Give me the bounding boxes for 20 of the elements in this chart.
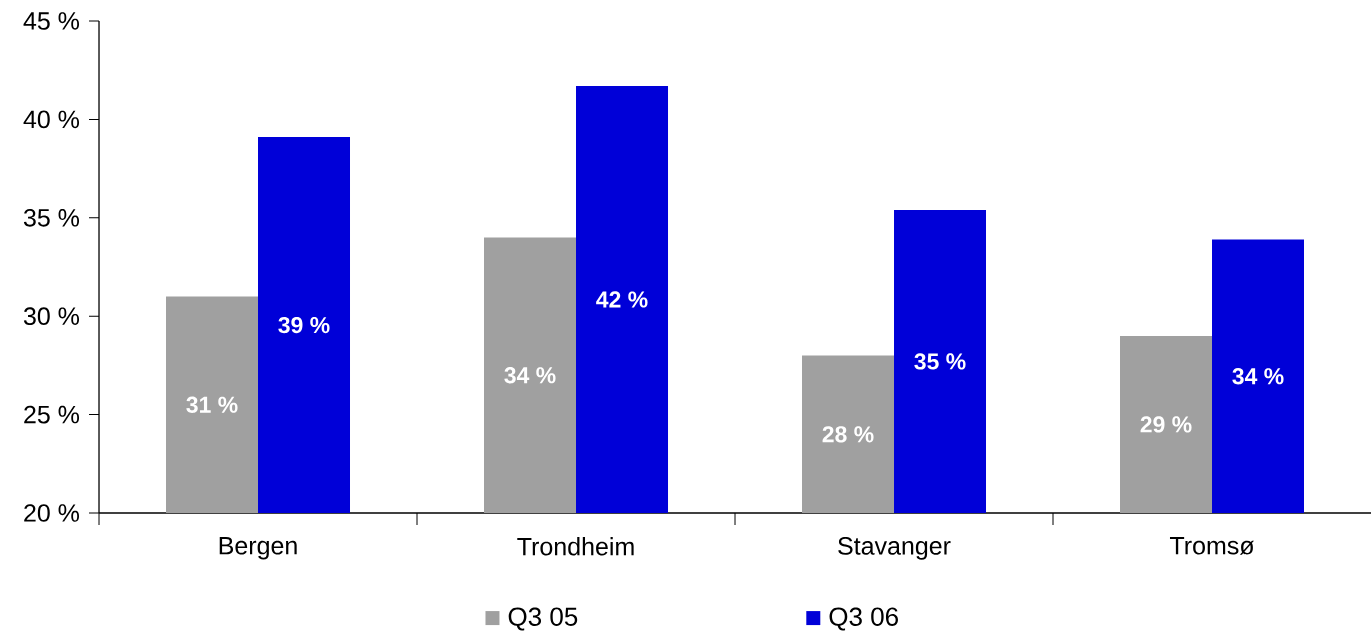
data-label: 31 %: [186, 396, 238, 413]
legend-label: Q3 05: [508, 607, 578, 631]
y-tick-label: 45 %: [23, 12, 80, 30]
y-tick-label: 30 %: [23, 307, 80, 326]
x-tick-label: Tromsø: [1169, 537, 1255, 555]
data-label: 35 %: [914, 353, 966, 370]
x-tick-label: Trondheim: [517, 537, 634, 556]
y-tick-label: 40 %: [23, 110, 80, 129]
y-tick-label: 35 %: [23, 208, 80, 227]
legend-label: Q3 06: [829, 607, 898, 631]
data-label: 39 %: [278, 316, 330, 334]
data-label: 34 %: [504, 367, 556, 384]
x-tick-label: Stavanger: [838, 537, 951, 560]
data-label: 34 %: [1232, 368, 1284, 385]
data-label: 28 %: [822, 426, 874, 443]
data-label: 29 %: [1140, 416, 1192, 433]
x-tick-label: Bergen: [219, 537, 297, 560]
data-label: 42 %: [596, 291, 648, 308]
y-tick-label: 20 %: [24, 504, 80, 522]
y-tick-label: 25 %: [24, 405, 80, 424]
